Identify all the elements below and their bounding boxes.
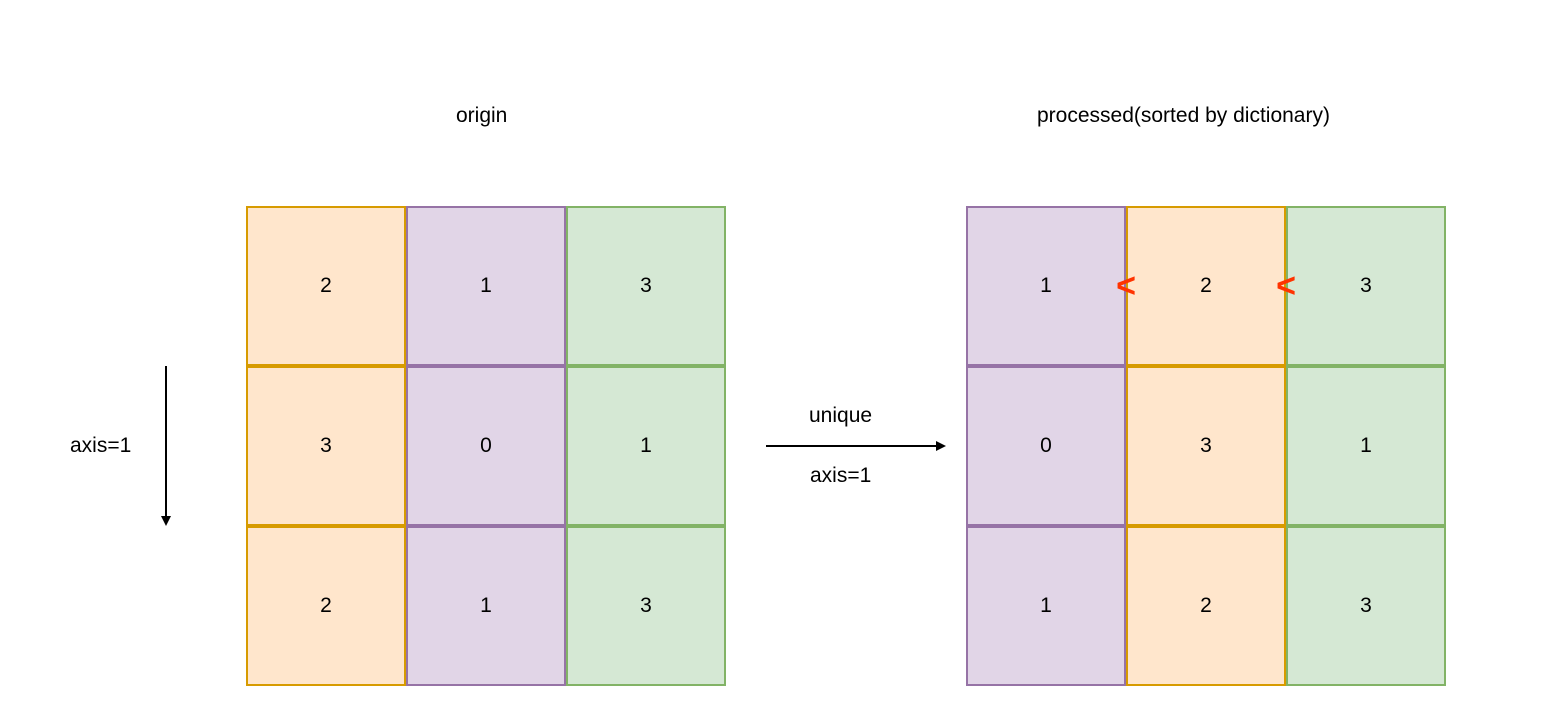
processed-cell: 1 — [966, 206, 1126, 366]
origin-cell: 1 — [566, 366, 726, 526]
comparison-symbol-1: < — [1116, 267, 1136, 305]
origin-cell: 3 — [566, 526, 726, 686]
processed-cell: 3 — [1126, 366, 1286, 526]
origin-cell: 3 — [566, 206, 726, 366]
origin-cell: 2 — [246, 206, 406, 366]
operation-label-bottom: axis=1 — [810, 464, 872, 487]
origin-cell: 1 — [406, 206, 566, 366]
origin-title: origin — [456, 104, 508, 127]
origin-cell: 0 — [406, 366, 566, 526]
origin-cell: 3 — [246, 366, 406, 526]
processed-cell: 0 — [966, 366, 1126, 526]
processed-cell: 1 — [1286, 366, 1446, 526]
processed-title: processed(sorted by dictionary) — [1037, 104, 1330, 127]
processed-cell: 3 — [1286, 526, 1446, 686]
operation-label-top: unique — [809, 404, 873, 427]
origin-cell: 1 — [406, 526, 566, 686]
processed-cell: 3 — [1286, 206, 1446, 366]
processed-cell: 2 — [1126, 526, 1286, 686]
axis-label: axis=1 — [70, 434, 132, 457]
origin-cell: 2 — [246, 526, 406, 686]
processed-cell: 2 — [1126, 206, 1286, 366]
comparison-symbol-2: < — [1276, 267, 1296, 305]
processed-cell: 1 — [966, 526, 1126, 686]
